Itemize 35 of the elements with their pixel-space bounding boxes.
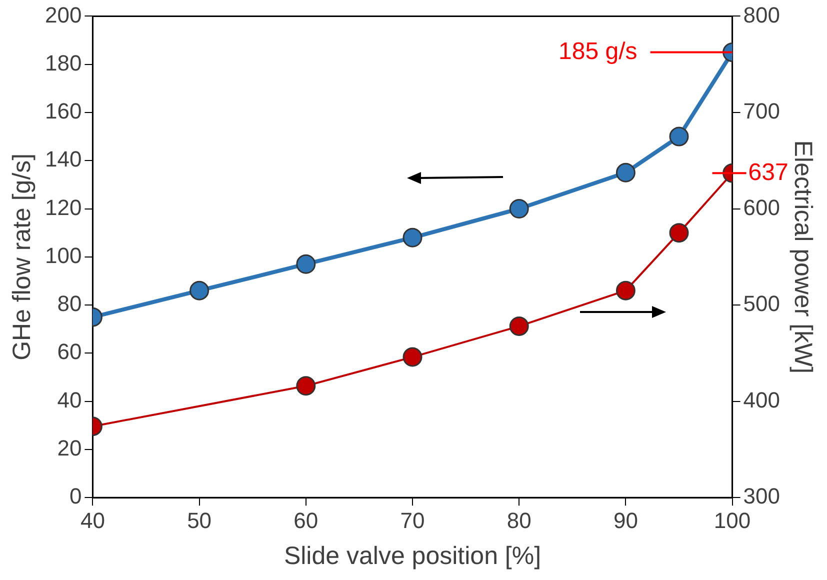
y2-tick-label: 300 [743,484,780,509]
x-tick-label: 90 [613,508,638,533]
y2-axis-title: Electrical power [kW] [789,140,818,374]
x-axis-title: Slide valve position [%] [284,542,542,570]
y-tick-label: 160 [44,98,82,124]
y-tick-label: 60 [57,339,82,364]
y-tick-label: 140 [44,146,82,172]
y-tick-label: 40 [57,387,82,412]
y2-tick-label: 800 [743,2,780,28]
x-tick-label: 50 [187,508,212,533]
point [616,162,636,182]
y-tick-label: 120 [44,194,82,220]
y-tick-label: 80 [57,291,82,316]
y2-tick-label: 600 [743,194,780,220]
point [296,254,316,274]
y2-tick-label: 500 [743,291,780,316]
x-tick-label: 80 [506,508,532,533]
x-tick-label: 100 [714,508,751,533]
x-tick-label: 60 [294,508,318,533]
annotation: 185 g/s [558,38,638,65]
y-tick-label: 200 [44,2,82,28]
point [669,126,689,146]
point [190,280,210,300]
y-tick-label: 180 [44,50,82,76]
y-tick-label: 20 [57,436,82,461]
text: 637 [748,158,788,186]
y-tick-label: 100 [44,242,82,268]
y2-tick-label: 700 [743,98,780,124]
point [509,199,529,219]
y-axis-title: GHe flow rate [g/s] [8,153,36,360]
y-tick-label: 0 [69,484,82,509]
x-tick-label: 40 [80,508,105,533]
y2-tick-label: 400 [743,387,780,412]
point [402,228,422,248]
x-tick-label: 70 [400,508,425,533]
